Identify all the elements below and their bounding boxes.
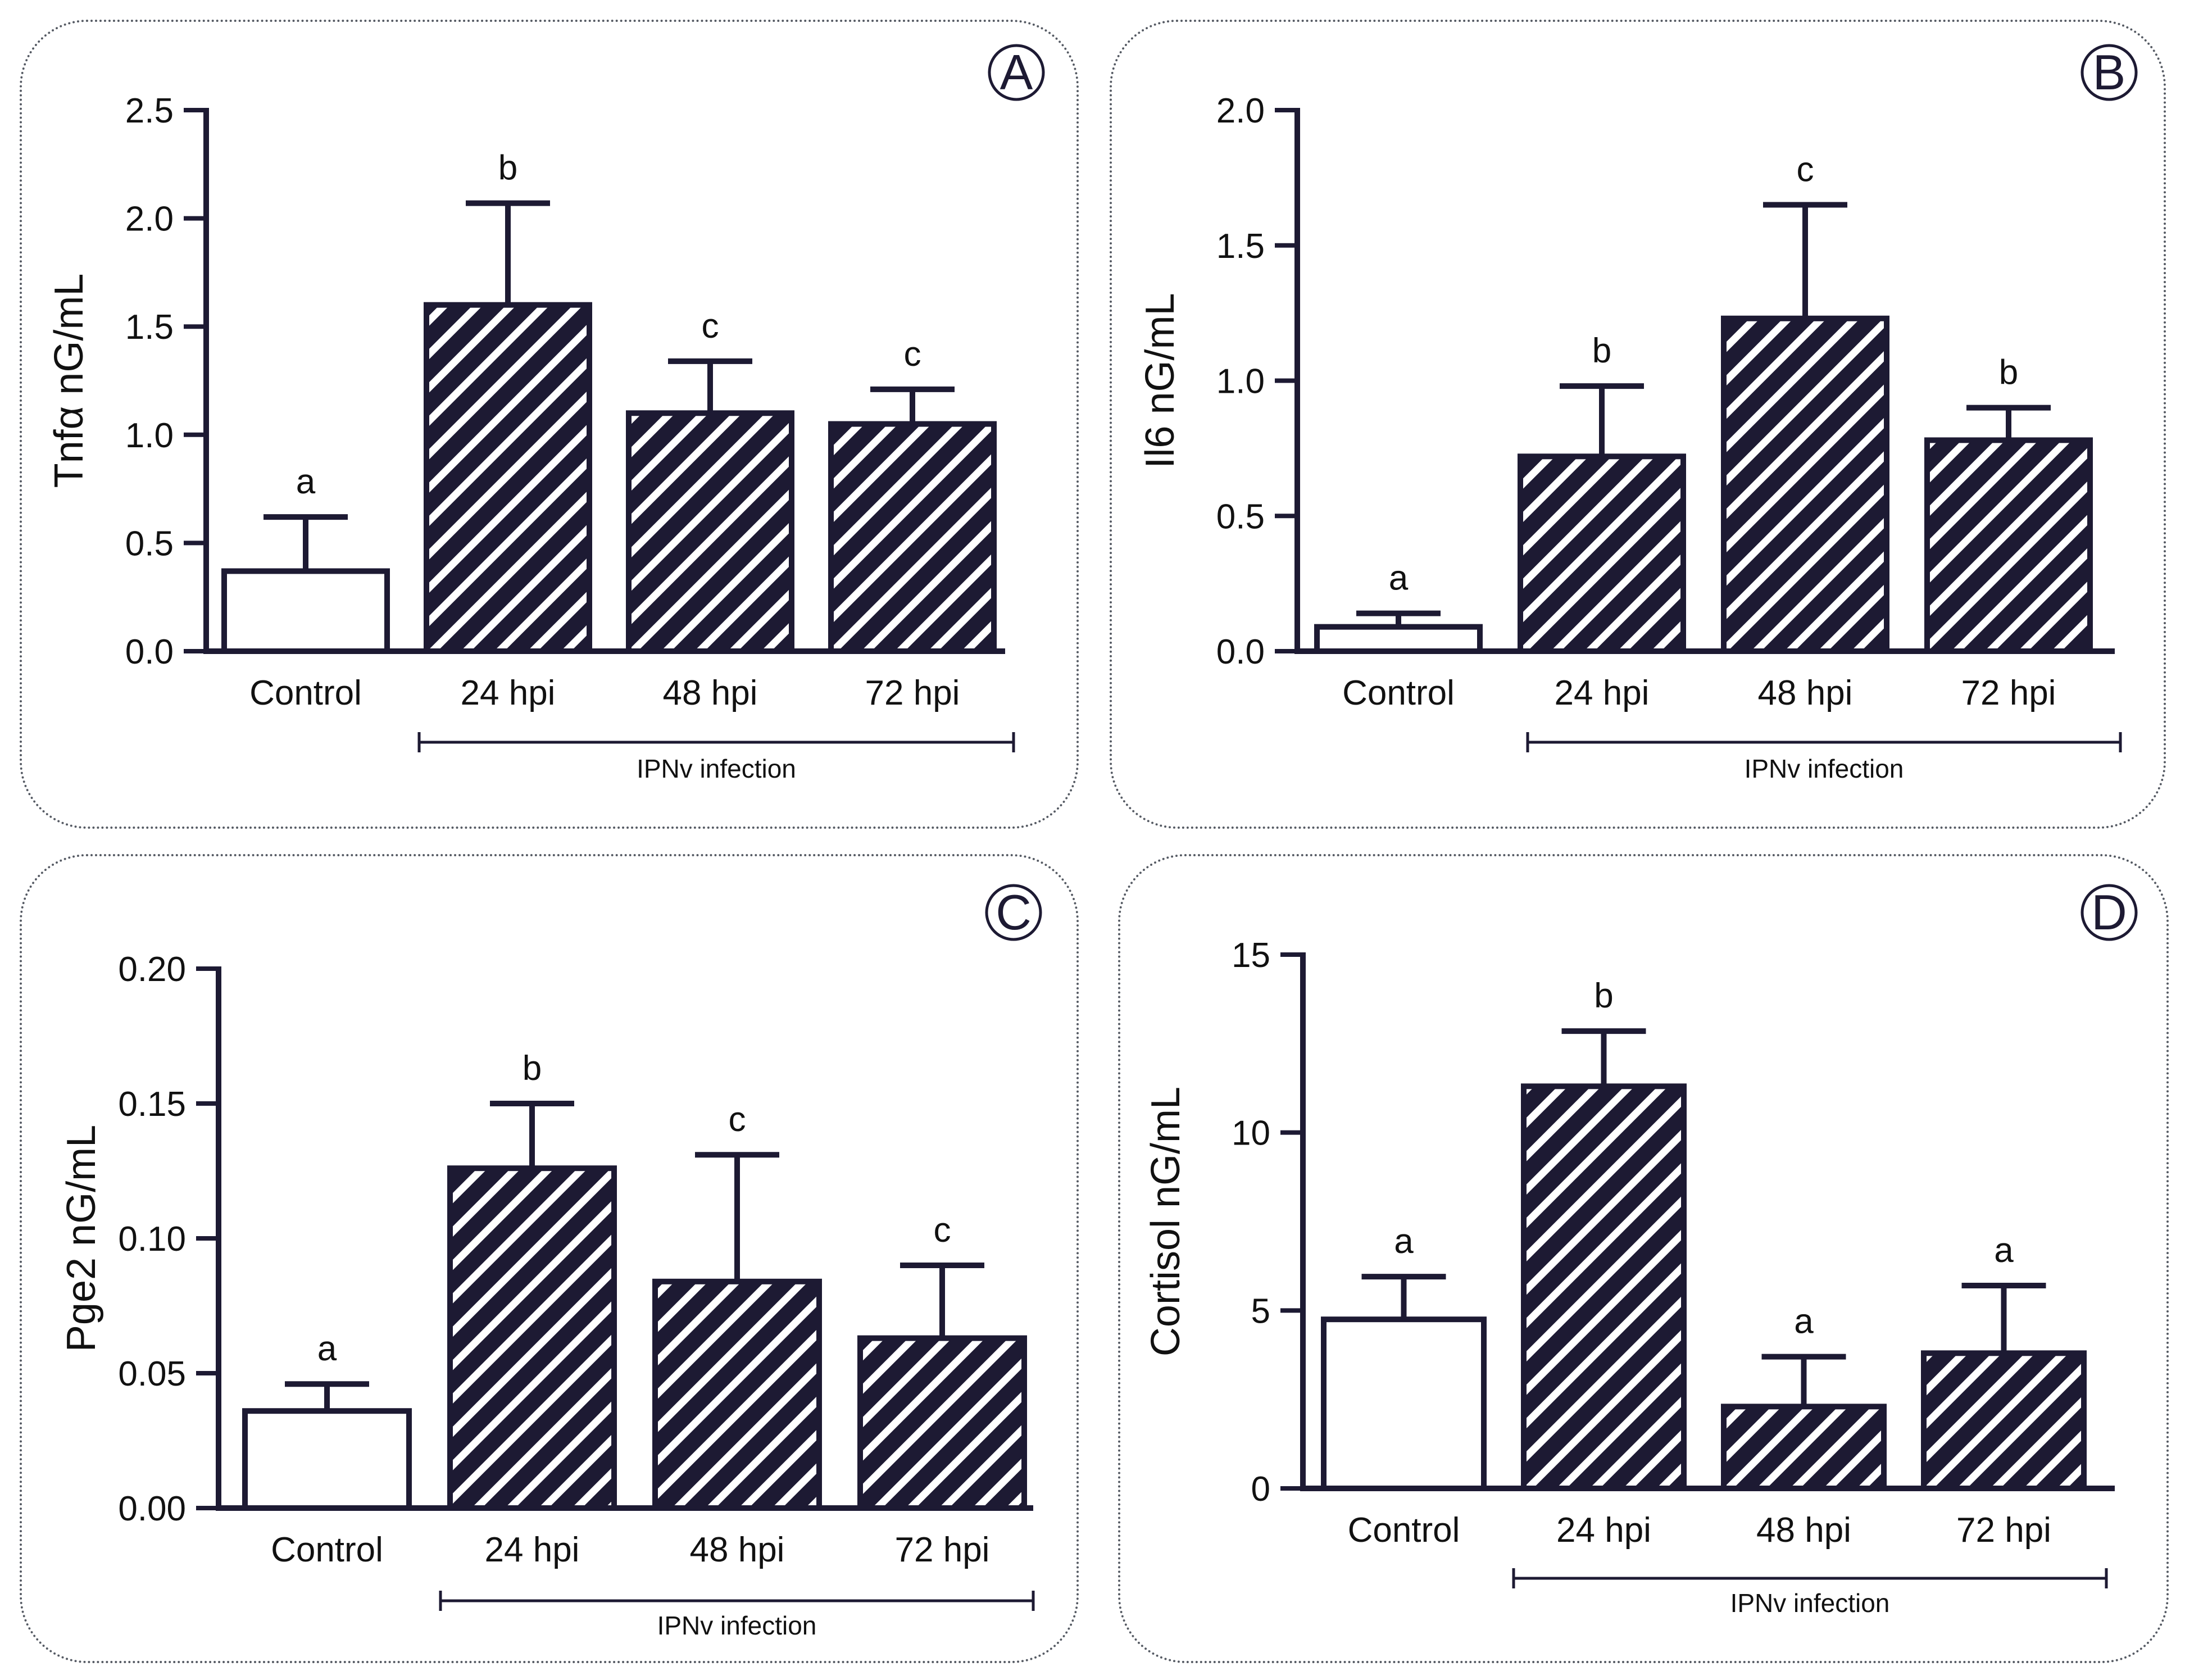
y-tick-label: 0.5 (1216, 497, 1265, 536)
significance-letter: b (1592, 332, 1611, 370)
y-tick-label: 10 (1232, 1114, 1270, 1153)
significance-letter: b (1594, 977, 1613, 1015)
panel-letter-circle (2080, 884, 2138, 941)
y-tick-label: 0.5 (125, 524, 174, 563)
panel-letter: A (1000, 44, 1033, 100)
x-tick-label: Control (1348, 1511, 1460, 1550)
bar-control (242, 1408, 412, 1511)
x-tick-label: 72 hpi (865, 674, 960, 712)
x-tick-label: 48 hpi (663, 674, 758, 712)
y-tick-label: 1.0 (125, 416, 174, 455)
bracket-label: IPNv infection (1745, 754, 1904, 783)
y-tick-label: 5 (1251, 1292, 1270, 1331)
y-tick-label: 0.0 (125, 633, 174, 671)
significance-letter: c (904, 335, 921, 374)
significance-letter: b (1999, 353, 2018, 392)
y-tick-label: 0.15 (118, 1085, 186, 1124)
significance-letter: a (317, 1329, 337, 1368)
significance-letter: c (1797, 151, 1814, 189)
significance-letter: c (729, 1100, 746, 1139)
bar-72-hpi (1921, 1350, 2087, 1491)
chart-a: Aa Control b 24 hpi c 48 hpi c 72 hpi 0.0 0.5 1.0 1… (47, 44, 1045, 783)
significance-letter: a (1794, 1302, 1814, 1341)
x-tick-label: 48 hpi (1758, 674, 1853, 712)
y-tick-label: 15 (1232, 936, 1270, 975)
bar-48-hpi (626, 410, 794, 655)
bar-72-hpi (828, 421, 997, 654)
x-tick-label: 72 hpi (1961, 674, 2056, 712)
bar-control (221, 568, 390, 655)
significance-letter: a (1389, 559, 1409, 598)
y-tick-label: 1.5 (1216, 227, 1265, 266)
y-tick-label: 0.05 (118, 1355, 186, 1393)
y-axis-label: Pge2 nG/mL (59, 1125, 104, 1352)
x-tick-label: 24 hpi (485, 1531, 580, 1569)
panel-letter-circle (2080, 44, 2138, 101)
x-tick-label: 24 hpi (461, 674, 556, 712)
y-tick-label: 0.20 (118, 950, 186, 989)
y-axis-label: Il6 nG/mL (1138, 293, 1183, 468)
x-tick-label: 72 hpi (895, 1531, 990, 1569)
bar-48-hpi (652, 1278, 822, 1511)
y-axis-label: Tnfα nG/mL (47, 274, 92, 488)
x-tick-label: 72 hpi (1956, 1511, 2051, 1550)
chart-b: Ba Control b 24 hpi c 48 hpi b 72 hpi 0.0 0.5 1.0 1… (1138, 44, 2138, 783)
x-tick-label: 24 hpi (1556, 1511, 1651, 1550)
significance-letter: a (296, 462, 316, 501)
bar-24-hpi (447, 1165, 617, 1511)
bar-24-hpi (1518, 453, 1686, 654)
significance-letter: c (934, 1211, 951, 1250)
y-tick-label: 0 (1251, 1470, 1270, 1509)
x-tick-label: Control (1342, 674, 1455, 712)
bar-24-hpi (1521, 1083, 1687, 1492)
y-tick-label: 1.5 (125, 308, 174, 347)
x-tick-label: Control (271, 1531, 383, 1569)
bracket-label: IPNv infection (637, 754, 796, 783)
panel-letter-circle (988, 44, 1045, 101)
bar-24-hpi (424, 302, 592, 654)
bar-control (1321, 1316, 1487, 1492)
bracket-label: IPNv infection (657, 1611, 817, 1640)
bar-48-hpi (1721, 1404, 1887, 1491)
y-tick-label: 0.10 (118, 1220, 186, 1259)
y-tick-label: 0.0 (1216, 633, 1265, 671)
y-tick-label: 0.00 (118, 1490, 186, 1528)
x-tick-label: 48 hpi (1756, 1511, 1851, 1550)
panel-letter: D (2091, 884, 2127, 940)
bar-72-hpi (857, 1335, 1027, 1511)
y-tick-label: 1.0 (1216, 362, 1265, 401)
x-tick-label: Control (249, 674, 362, 712)
chart-c: Ca Control b 24 hpi c 48 hpi c 72 hpi 0.00 0.05 0.… (59, 884, 1042, 1640)
significance-letter: a (1994, 1231, 2014, 1270)
significance-letter: a (1394, 1222, 1414, 1261)
x-tick-label: 24 hpi (1555, 674, 1650, 712)
y-axis-label: Cortisol nG/mL (1143, 1087, 1188, 1356)
bar-control (1314, 624, 1483, 655)
panel-letter: B (2093, 44, 2126, 100)
y-tick-label: 2.5 (125, 92, 174, 130)
significance-letter: b (523, 1049, 542, 1088)
x-tick-label: 48 hpi (690, 1531, 785, 1569)
chart-d: Da Control b 24 hpi a 48 hpi a 72 hpi 0 5 10 15 Cort… (1143, 884, 2138, 1618)
y-tick-label: 2.0 (1216, 92, 1265, 130)
significance-letter: c (702, 307, 719, 346)
bar-48-hpi (1721, 315, 1889, 654)
panel-letter-circle (985, 884, 1042, 941)
bar-72-hpi (1924, 437, 2093, 654)
significance-letter: b (498, 149, 517, 188)
y-tick-label: 2.0 (125, 200, 174, 239)
bracket-label: IPNv infection (1730, 1588, 1890, 1618)
panel-letter: C (996, 884, 1032, 940)
